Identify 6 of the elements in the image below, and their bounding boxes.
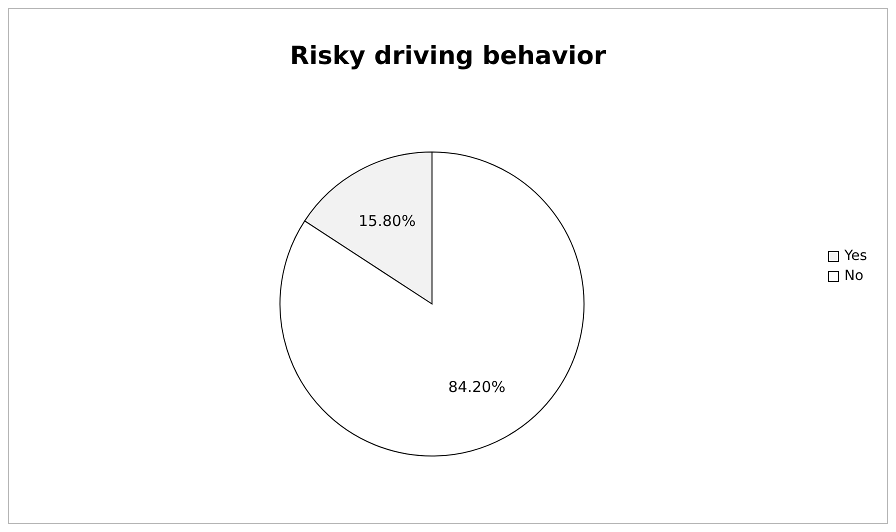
legend-label: Yes bbox=[844, 248, 867, 264]
data-label: 84.20% bbox=[448, 378, 506, 396]
chart-title: Risky driving behavior bbox=[288, 41, 608, 70]
data-label: 15.80% bbox=[358, 212, 416, 230]
legend-label: No bbox=[844, 268, 864, 284]
pie-slice bbox=[280, 152, 584, 456]
